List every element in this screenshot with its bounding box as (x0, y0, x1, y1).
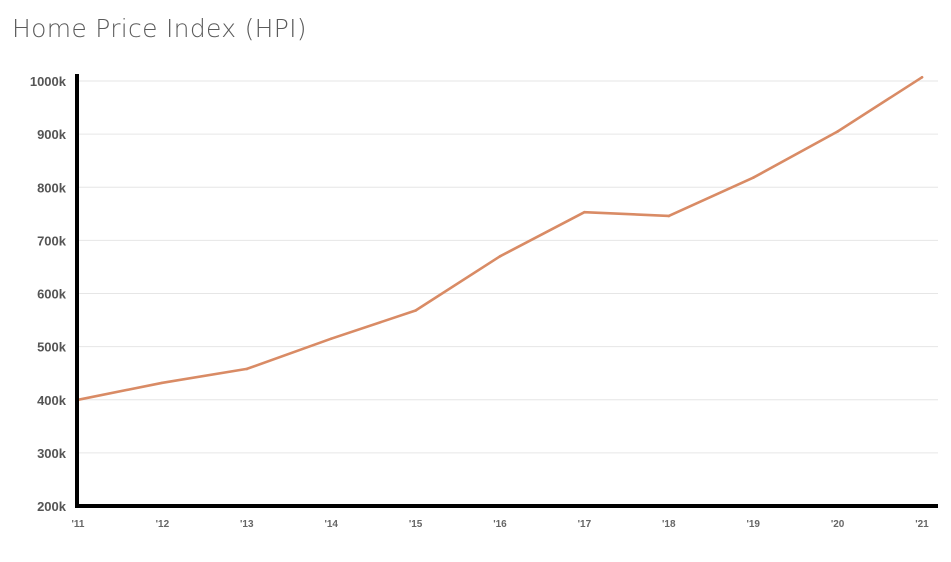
y-tick-label: 200k (37, 499, 67, 514)
data-point (583, 210, 586, 214)
y-tick-label: 1000k (30, 74, 67, 89)
y-tick-label: 900k (37, 127, 67, 142)
series-line-0 (76, 76, 924, 402)
x-tick-label: '12 (156, 519, 170, 530)
y-tick-label: 500k (37, 340, 67, 355)
y-tick-label: 600k (37, 287, 67, 302)
x-tick-label: '16 (493, 519, 507, 530)
data-point (245, 367, 249, 371)
y-tick-label: 400k (37, 393, 67, 408)
data-point (329, 337, 333, 340)
x-tick-label: '17 (578, 519, 592, 530)
y-tick-label: 300k (37, 446, 67, 461)
data-point (836, 130, 839, 133)
x-tick-label: '20 (831, 519, 845, 530)
x-tick-label: '14 (324, 519, 338, 530)
x-axis-ticks: '11 '12 '13 '14 '15 '16 '17 '18 '19 '20 '21 (72, 519, 930, 530)
data-point (751, 176, 755, 179)
series-layer (76, 75, 924, 402)
data-point (920, 75, 924, 79)
chart-title: Home Price Index (HPI) (12, 14, 307, 43)
x-tick-label: '21 (915, 519, 929, 530)
x-tick-label: '19 (746, 519, 760, 530)
y-axis-ticks: 200k 300k 400k 500k 600k 700k 800k 900k 1000k (30, 74, 67, 514)
y-tick-label: 700k (37, 233, 67, 248)
data-point (667, 214, 671, 218)
y-tick-label: 800k (37, 180, 67, 195)
x-tick-label: '18 (662, 519, 676, 530)
data-point (414, 309, 417, 312)
gridlines (78, 80, 938, 454)
x-tick-label: '15 (409, 519, 423, 530)
x-tick-label: '11 (72, 519, 85, 530)
data-point (498, 255, 502, 258)
data-point (161, 381, 164, 385)
x-tick-label: '13 (240, 519, 254, 530)
